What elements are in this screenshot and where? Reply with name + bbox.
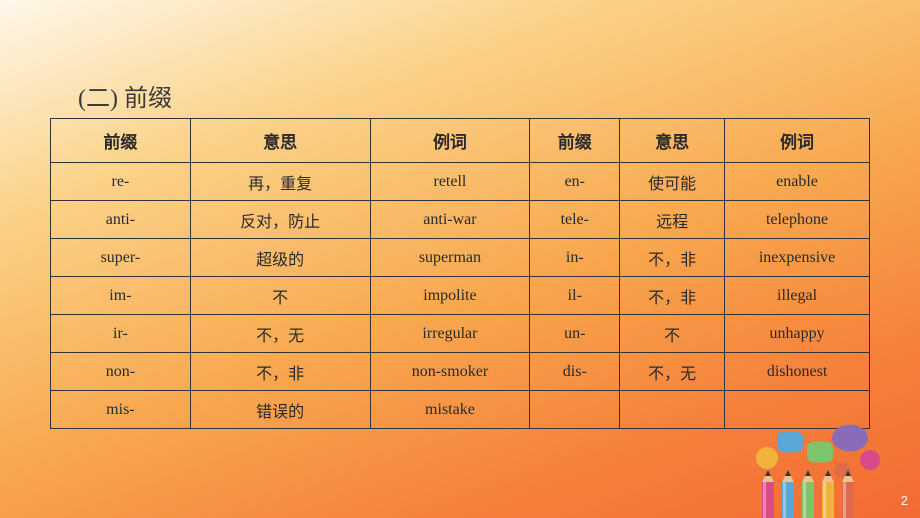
- cell-example: superman: [370, 239, 530, 277]
- header-example-2: 例词: [725, 119, 870, 163]
- header-example-1: 例词: [370, 119, 530, 163]
- cell-prefix: anti-: [51, 201, 191, 239]
- cell-meaning: 错误的: [190, 391, 370, 429]
- header-prefix-2: 前缀: [530, 119, 620, 163]
- cell-example: telephone: [725, 201, 870, 239]
- cell-prefix: [530, 391, 620, 429]
- table-row: ir- 不，无 irregular un- 不 unhappy: [51, 315, 870, 353]
- table-row: im- 不 impolite il- 不，非 illegal: [51, 277, 870, 315]
- table-row: mis- 错误的 mistake: [51, 391, 870, 429]
- table-body: re- 再，重复 retell en- 使可能 enable anti- 反对，…: [51, 163, 870, 429]
- cell-meaning: 使可能: [620, 163, 725, 201]
- header-prefix-1: 前缀: [51, 119, 191, 163]
- cell-meaning: [620, 391, 725, 429]
- header-meaning-2: 意思: [620, 119, 725, 163]
- cell-prefix: ir-: [51, 315, 191, 353]
- cell-prefix: in-: [530, 239, 620, 277]
- cell-prefix: im-: [51, 277, 191, 315]
- cell-meaning: 超级的: [190, 239, 370, 277]
- cell-prefix: super-: [51, 239, 191, 277]
- cell-example: irregular: [370, 315, 530, 353]
- cell-example: retell: [370, 163, 530, 201]
- cell-example: unhappy: [725, 315, 870, 353]
- cell-prefix: re-: [51, 163, 191, 201]
- cell-meaning: 不: [190, 277, 370, 315]
- cell-example: enable: [725, 163, 870, 201]
- cell-meaning: 不，非: [190, 353, 370, 391]
- table-row: re- 再，重复 retell en- 使可能 enable: [51, 163, 870, 201]
- cell-meaning: 不，无: [620, 353, 725, 391]
- cell-prefix: un-: [530, 315, 620, 353]
- cell-example: inexpensive: [725, 239, 870, 277]
- cell-example: mistake: [370, 391, 530, 429]
- table-row: super- 超级的 superman in- 不，非 inexpensive: [51, 239, 870, 277]
- cell-prefix: non-: [51, 353, 191, 391]
- prefix-table: 前缀 意思 例词 前缀 意思 例词 re- 再，重复 retell en- 使可…: [50, 118, 870, 429]
- cell-prefix: tele-: [530, 201, 620, 239]
- cell-prefix: mis-: [51, 391, 191, 429]
- cell-prefix: dis-: [530, 353, 620, 391]
- cell-example: dishonest: [725, 353, 870, 391]
- header-meaning-1: 意思: [190, 119, 370, 163]
- table-header-row: 前缀 意思 例词 前缀 意思 例词: [51, 119, 870, 163]
- cell-example: [725, 391, 870, 429]
- cell-meaning: 不，无: [190, 315, 370, 353]
- table-row: anti- 反对，防止 anti-war tele- 远程 telephone: [51, 201, 870, 239]
- cell-example: impolite: [370, 277, 530, 315]
- cell-example: illegal: [725, 277, 870, 315]
- table-row: non- 不，非 non-smoker dis- 不，无 dishonest: [51, 353, 870, 391]
- cell-example: non-smoker: [370, 353, 530, 391]
- cell-meaning: 不，非: [620, 277, 725, 315]
- cell-meaning: 再，重复: [190, 163, 370, 201]
- prefix-table-container: 前缀 意思 例词 前缀 意思 例词 re- 再，重复 retell en- 使可…: [50, 118, 870, 429]
- slide-title: (二) 前缀: [78, 78, 172, 113]
- cell-meaning: 不，非: [620, 239, 725, 277]
- cell-prefix: en-: [530, 163, 620, 201]
- cell-meaning: 远程: [620, 201, 725, 239]
- cell-meaning: 反对，防止: [190, 201, 370, 239]
- page-number: 2: [901, 493, 908, 508]
- cell-meaning: 不: [620, 315, 725, 353]
- cell-prefix: il-: [530, 277, 620, 315]
- cell-example: anti-war: [370, 201, 530, 239]
